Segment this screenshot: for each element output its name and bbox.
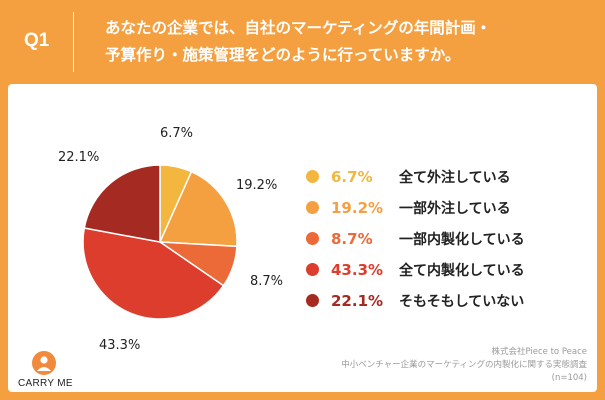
pie-chart	[82, 164, 238, 320]
legend-label: 一部内製化している	[399, 231, 525, 248]
chart-panel: 6.7% 19.2% 8.7% 43.3% 22.1% 6.7% 全て外注してい…	[8, 84, 597, 392]
source-note: 株式会社Piece to Peace 中小ベンチャー企業のマーケティングの内製化…	[341, 346, 587, 385]
question-number: Q1	[24, 30, 50, 51]
legend-percent: 8.7%	[331, 229, 373, 248]
legend-swatch	[306, 294, 319, 307]
pie-slice-all-inhouse	[82, 227, 225, 320]
pie-label-partly-inhouse: 8.7%	[250, 274, 284, 289]
legend-item: 8.7% 一部内製化している	[306, 223, 525, 254]
source-sample-size: (n=104)	[551, 373, 587, 383]
question-line-2: 予算作り・施策管理をどのように行っていますか。	[105, 46, 461, 64]
legend-swatch	[306, 170, 319, 183]
legend-percent: 43.3%	[331, 260, 384, 279]
question-text: あなたの企業では、自社のマーケティングの年間計画・ 予算作り・施策管理をどのよう…	[105, 15, 575, 69]
brand-logo: CARRY ME	[18, 350, 73, 389]
legend-swatch	[306, 232, 319, 245]
pie-slice-partly-outsourced	[158, 170, 238, 248]
legend-label: 一部外注している	[399, 200, 511, 217]
pie-label-all-outsourced: 6.7%	[160, 126, 194, 141]
legend-item: 19.2% 一部外注している	[306, 192, 525, 223]
legend-percent: 19.2%	[331, 198, 384, 217]
brand-name: CARRY ME	[18, 378, 73, 389]
legend-swatch	[306, 201, 319, 214]
legend-label: そもそもしていない	[399, 293, 525, 310]
legend-swatch	[306, 263, 319, 276]
header-bar: Q1 あなたの企業では、自社のマーケティングの年間計画・ 予算作り・施策管理をど…	[0, 0, 605, 84]
legend-item: 43.3% 全て内製化している	[306, 254, 525, 285]
question-line-1: あなたの企業では、自社のマーケティングの年間計画・	[105, 19, 492, 37]
pie-label-partly-outsourced: 19.2%	[236, 178, 278, 193]
carry-me-logo-icon	[32, 351, 56, 375]
legend-label: 全て内製化している	[399, 262, 525, 279]
source-survey: 中小ベンチャー企業のマーケティングの内製化に関する実態調査	[341, 360, 587, 370]
legend-percent: 22.1%	[331, 291, 384, 310]
pie-label-not-doing: 22.1%	[58, 150, 100, 165]
legend-item: 22.1% そもそもしていない	[306, 285, 525, 316]
legend-item: 6.7% 全て外注している	[306, 161, 525, 192]
legend: 6.7% 全て外注している 19.2% 一部外注している 8.7% 一部内製化し…	[306, 161, 525, 316]
legend-percent: 6.7%	[331, 167, 373, 186]
header-divider	[73, 12, 74, 72]
legend-label: 全て外注している	[399, 169, 511, 186]
source-company: 株式会社Piece to Peace	[491, 347, 587, 357]
pie-slice-not-doing	[83, 164, 161, 243]
pie-label-all-inhouse: 43.3%	[99, 338, 141, 353]
